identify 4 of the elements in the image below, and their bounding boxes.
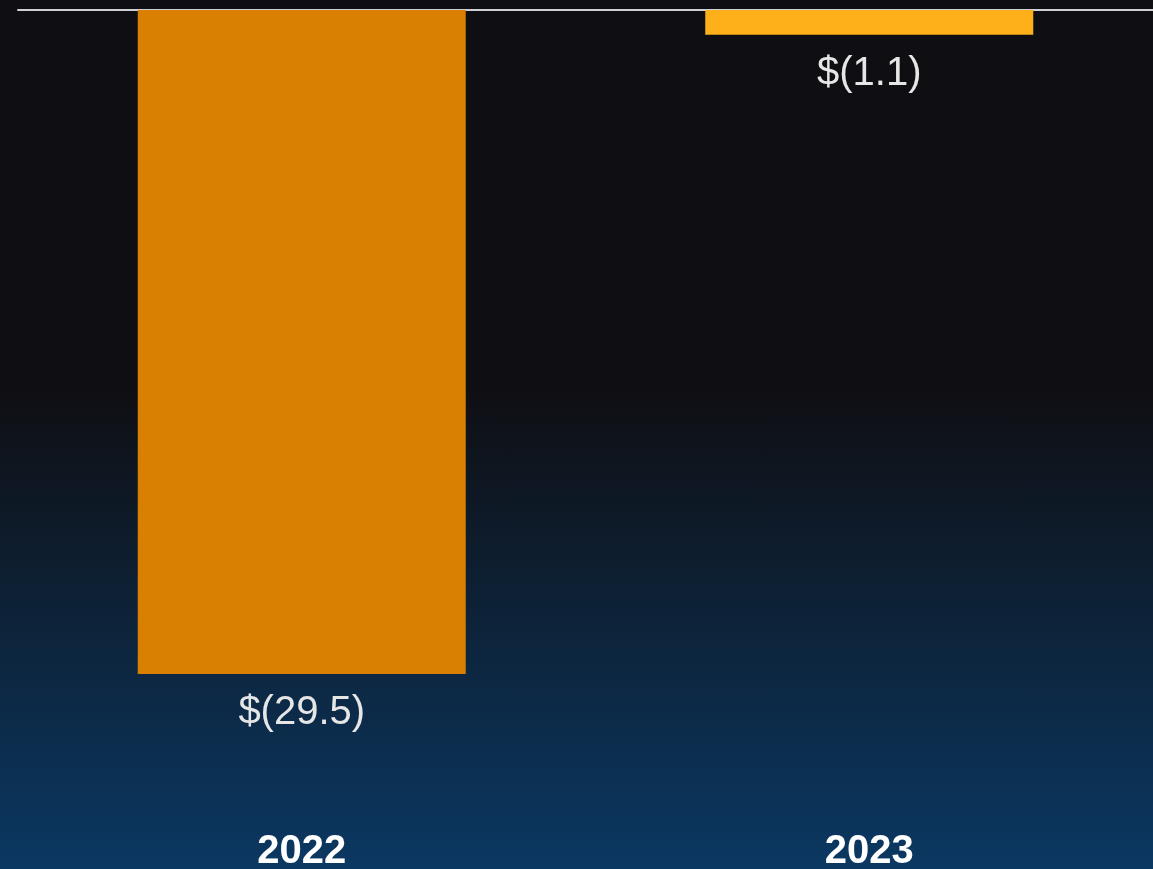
x-tick-label: 2022 (257, 827, 347, 869)
data-label: $(29.5) (238, 688, 366, 732)
data-label: $(1.1) (817, 48, 922, 93)
x-tick-label: 2023 (824, 827, 914, 869)
